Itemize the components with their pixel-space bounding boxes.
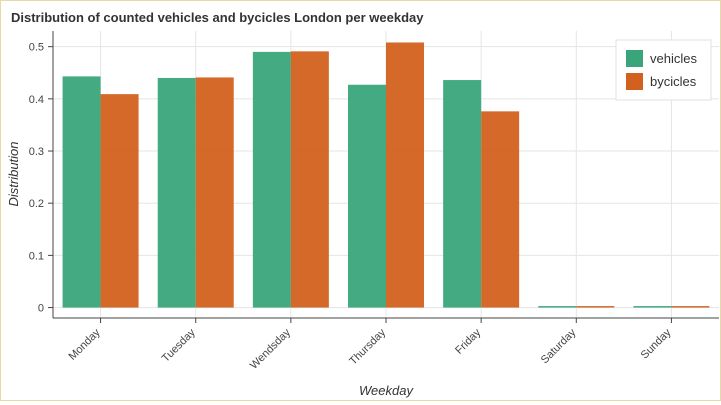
bar-vehicles-thursday [348,84,386,308]
bar-bycicles-tuesday [195,77,234,308]
x-tick-label: Saturday [539,326,579,366]
bar-vehicles-wendsday [252,51,291,308]
x-tick-label: Wendsday [248,326,293,371]
bars-group [62,42,710,308]
x-tick-label: Sunday [639,326,674,361]
bar-bycicles-thursday [386,42,424,308]
legend-box [615,39,712,101]
y-tick-label: 0.1 [29,250,44,262]
bar-bycicles-friday [481,111,520,308]
bar-vehicles-tuesday [157,77,196,308]
bar-vehicles-monday [62,76,101,308]
legend-label-bycicles: bycicles [650,74,697,89]
axes [48,31,719,323]
y-tick-label: 0.2 [29,198,44,210]
legend-label-vehicles: vehicles [650,51,697,66]
y-tick-label: 0.3 [29,146,44,158]
x-tick-label: Friday [453,326,483,356]
legend-swatch-bycicles [626,73,643,90]
bar-bycicles-sunday [671,306,710,308]
chart-title: Distribution of counted vehicles and byc… [11,10,424,25]
bar-bycicles-wendsday [290,51,329,308]
y-tick-label: 0.5 [29,42,44,54]
x-axis-label: Weekday [359,383,414,398]
y-tick-label: 0 [38,303,44,315]
y-tick-label: 0.4 [29,94,44,106]
legend-swatch-vehicles [626,50,643,67]
bar-vehicles-saturday [538,306,577,308]
bar-bycicles-monday [100,94,139,308]
y-axis-label: Distribution [6,141,21,206]
bar-bycicles-saturday [576,306,615,308]
bar-vehicles-friday [443,80,482,308]
x-tick-label: Thursday [347,326,388,367]
bar-vehicles-sunday [633,306,672,308]
x-tick-label: Monday [67,326,104,363]
x-tick-label: Tuesday [160,326,198,364]
legend: vehicles bycicles [615,39,712,101]
